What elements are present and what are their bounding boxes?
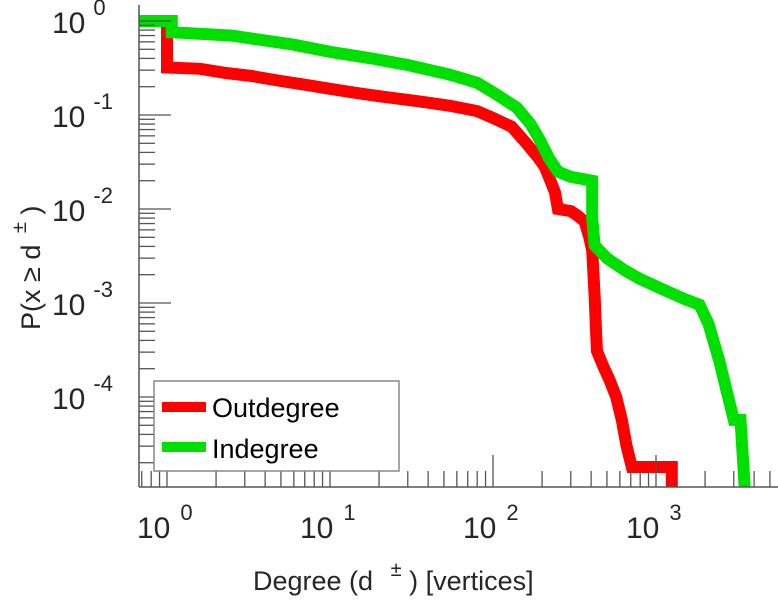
y-axis-title-tail: ) — [16, 206, 46, 215]
x-axis-ticks — [141, 455, 771, 487]
y-tick-label: 10 -4 — [52, 371, 113, 416]
y-axis-title: P(x ≥ d ± ) — [2, 206, 46, 330]
y-tick-label: 10 0 — [52, 0, 106, 40]
x-tick-label: 10 2 — [463, 500, 519, 545]
x-axis-tick-labels: 10 0 10 1 10 2 10 3 — [137, 500, 682, 545]
x-axis-title-main: Degree (d — [253, 566, 373, 596]
y-tick-label: 10 -1 — [52, 89, 113, 134]
x-axis-title: Degree (d ± ) [vertices] — [253, 552, 534, 596]
plot-area — [139, 15, 751, 488]
legend-label-indegree: Indegree — [212, 434, 319, 464]
y-tick-label: 10 -3 — [52, 277, 113, 322]
y-axis-title-main: P(x ≥ d — [16, 245, 46, 330]
x-axis-title-tail: ) [vertices] — [409, 566, 534, 596]
series-line-indegree — [139, 15, 751, 488]
series-line-outdegree — [139, 15, 678, 487]
y-tick-label: 10 -2 — [52, 183, 113, 228]
x-tick-label: 10 1 — [300, 500, 356, 545]
y-axis-title-sup: ± — [9, 222, 31, 233]
legend-box — [153, 380, 400, 472]
x-tick-label: 10 3 — [626, 500, 682, 545]
x-tick-label: 10 0 — [137, 500, 193, 545]
legend-label-outdegree: Outdegree — [212, 393, 340, 423]
x-axis-title-sup: ± — [391, 559, 402, 581]
legend: Outdegree Indegree — [153, 380, 400, 472]
y-axis-ticks — [139, 20, 171, 464]
